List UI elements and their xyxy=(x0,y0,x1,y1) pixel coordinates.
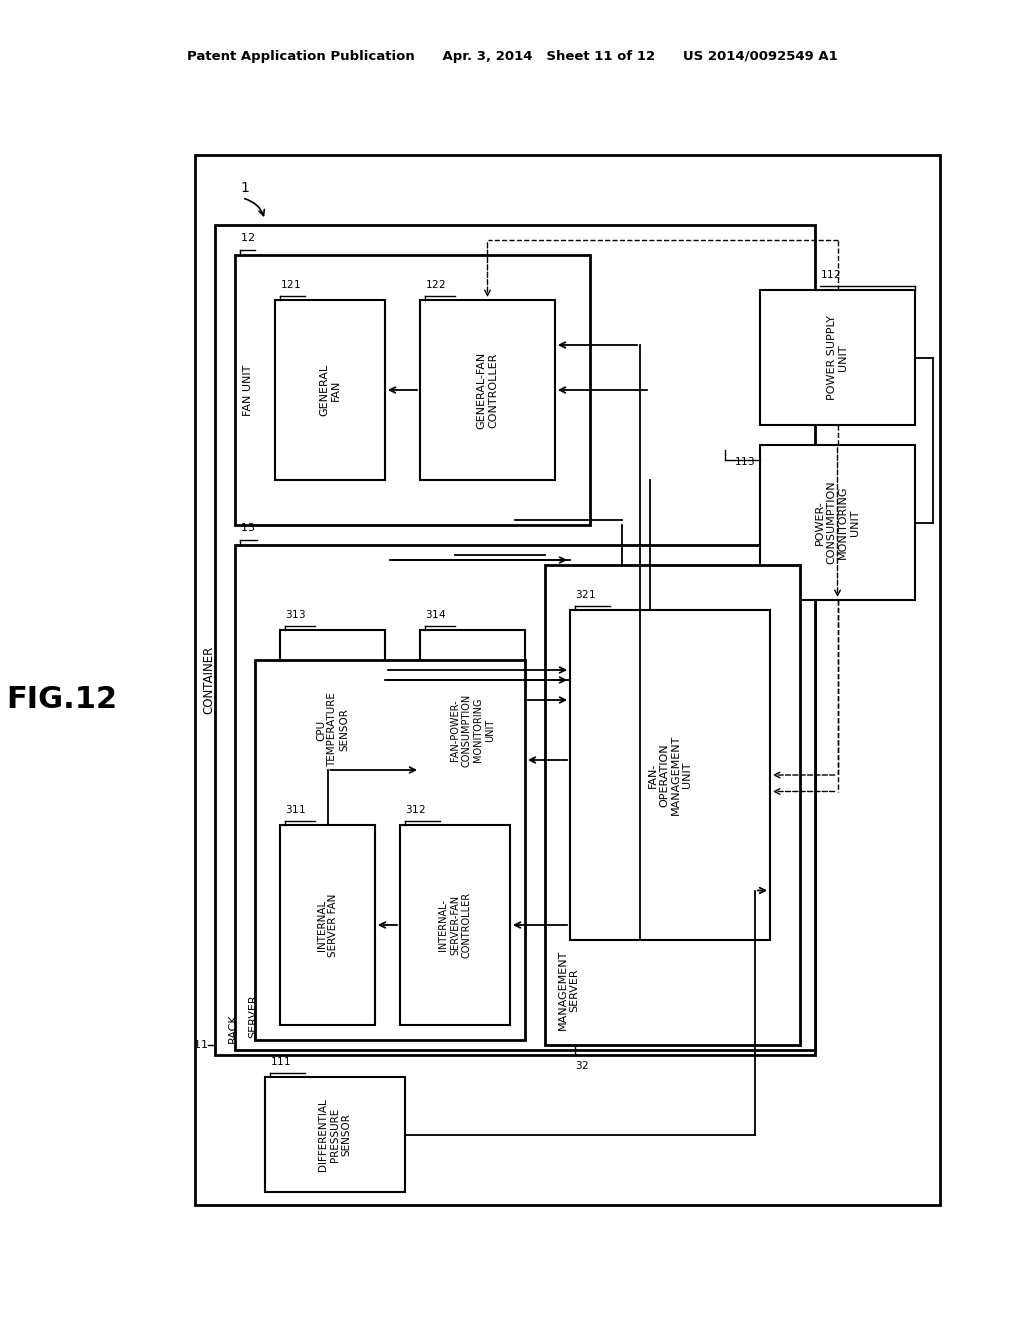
Text: RACK: RACK xyxy=(228,1014,238,1043)
Text: CPU
TEMPERATURE
SENSOR: CPU TEMPERATURE SENSOR xyxy=(315,693,349,767)
Text: FAN-POWER-
CONSUMPTION
MONITORING
UNIT: FAN-POWER- CONSUMPTION MONITORING UNIT xyxy=(451,693,495,767)
Text: INTERNAL-
SERVER-FAN
CONTROLLER: INTERNAL- SERVER-FAN CONTROLLER xyxy=(438,892,472,958)
Text: POWER SUPPLY
UNIT: POWER SUPPLY UNIT xyxy=(826,315,848,400)
Bar xyxy=(420,300,555,480)
Text: $\mathsf{122}$: $\mathsf{122}$ xyxy=(425,279,445,290)
Bar xyxy=(570,610,770,940)
Bar xyxy=(255,660,525,1040)
Text: $\mathsf{12}$: $\mathsf{12}$ xyxy=(240,231,255,243)
Text: GENERAL-FAN
CONTROLLER: GENERAL-FAN CONTROLLER xyxy=(477,351,499,429)
Text: DIFFERENTIAL
PRESSURE
SENSOR: DIFFERENTIAL PRESSURE SENSOR xyxy=(318,1098,351,1171)
Bar xyxy=(234,545,815,1049)
Text: $\mathsf{112}$: $\mathsf{112}$ xyxy=(820,268,841,280)
Text: INTERNAL
SERVER FAN: INTERNAL SERVER FAN xyxy=(316,894,338,957)
Text: $\mathsf{311}$: $\mathsf{311}$ xyxy=(285,803,306,814)
Bar xyxy=(760,290,915,425)
Text: $\mathsf{314}$: $\mathsf{314}$ xyxy=(425,609,446,620)
Text: Patent Application Publication      Apr. 3, 2014   Sheet 11 of 12      US 2014/0: Patent Application Publication Apr. 3, 2… xyxy=(186,50,838,63)
Text: $\mathsf{11}$: $\mathsf{11}$ xyxy=(193,1038,208,1049)
Text: $\mathsf{321}$: $\mathsf{321}$ xyxy=(575,587,596,601)
Text: SERVER: SERVER xyxy=(248,994,258,1038)
Text: FAN UNIT: FAN UNIT xyxy=(243,364,253,416)
Text: MANAGEMENT
SERVER: MANAGEMENT SERVER xyxy=(558,949,580,1030)
Text: $\mathsf{313}$: $\mathsf{313}$ xyxy=(285,609,306,620)
Text: $\mathsf{111}$: $\mathsf{111}$ xyxy=(270,1055,291,1067)
Text: FAN-
OPERATION
MANAGEMENT
UNIT: FAN- OPERATION MANAGEMENT UNIT xyxy=(647,735,692,816)
Text: $\mathsf{13}$: $\mathsf{13}$ xyxy=(240,521,255,533)
Bar xyxy=(280,630,385,830)
Bar xyxy=(545,565,800,1045)
Bar xyxy=(215,224,815,1055)
Text: $\mathsf{312}$: $\mathsf{312}$ xyxy=(406,803,426,814)
Bar xyxy=(195,154,940,1205)
Text: 1: 1 xyxy=(240,181,249,195)
Bar xyxy=(234,255,590,525)
Bar xyxy=(275,300,385,480)
Text: $\mathsf{113}$: $\mathsf{113}$ xyxy=(734,455,755,467)
Text: CONTAINER: CONTAINER xyxy=(203,645,215,714)
Text: FIG.12: FIG.12 xyxy=(6,685,118,714)
Bar xyxy=(265,1077,406,1192)
Text: GENERAL
FAN: GENERAL FAN xyxy=(319,364,341,416)
Bar xyxy=(280,825,375,1026)
Bar xyxy=(400,825,510,1026)
Bar xyxy=(760,445,915,601)
Text: POWER-
CONSUMPTION
MONITORING
UNIT: POWER- CONSUMPTION MONITORING UNIT xyxy=(815,480,860,565)
Bar xyxy=(420,630,525,830)
Text: $\mathsf{121}$: $\mathsf{121}$ xyxy=(280,279,301,290)
Text: $\mathsf{32}$: $\mathsf{32}$ xyxy=(575,1059,589,1071)
